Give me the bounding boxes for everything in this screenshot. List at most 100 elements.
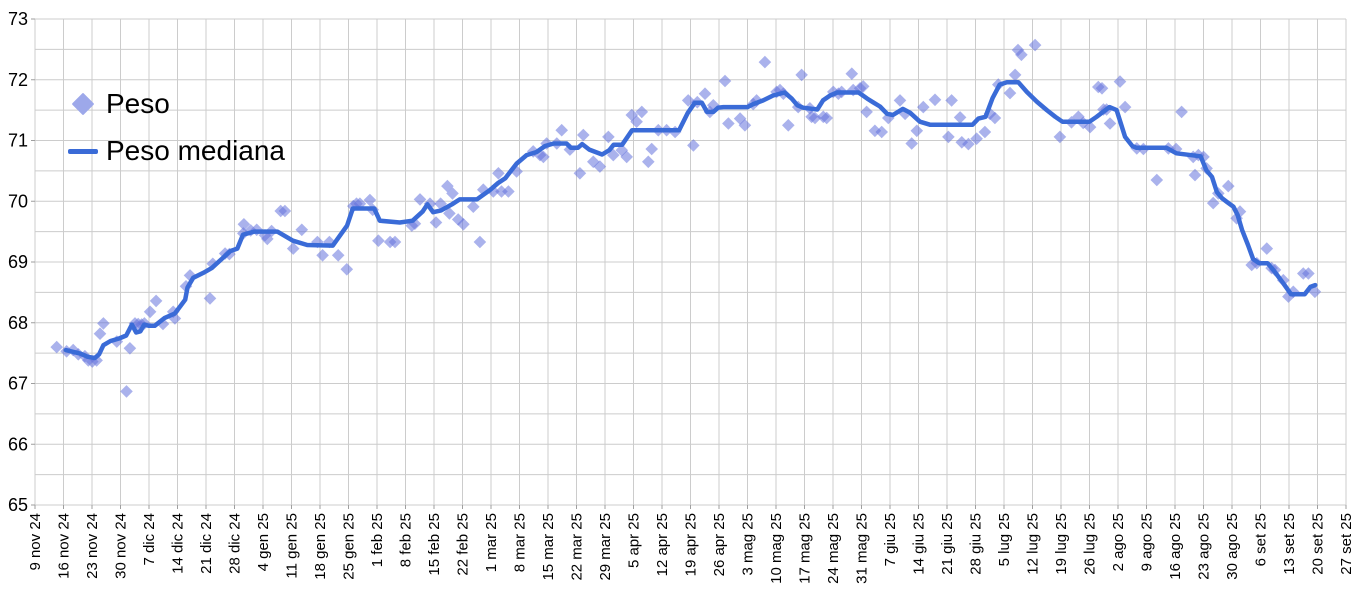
scatter-point xyxy=(1095,82,1109,95)
scatter-point xyxy=(1003,86,1017,100)
diamond-marker-icon xyxy=(71,92,95,116)
scatter-point xyxy=(1118,100,1132,114)
x-tick-label: 12 lug 25 xyxy=(1025,513,1042,575)
x-tick-label: 23 nov 24 xyxy=(84,513,101,579)
scatter-point xyxy=(602,130,615,144)
scatter-point xyxy=(495,185,508,198)
scatter-point xyxy=(978,125,992,139)
scatter-point xyxy=(502,185,515,198)
scatter-point xyxy=(962,137,975,151)
x-tick-label: 3 mag 25 xyxy=(740,513,757,576)
x-tick-label: 4 gen 25 xyxy=(255,513,272,571)
scatter-point xyxy=(773,83,787,97)
scatter-point xyxy=(573,167,587,180)
x-tick-label: 24 mag 25 xyxy=(825,513,842,584)
scatter-point xyxy=(149,294,163,308)
scatter-point xyxy=(295,223,309,237)
scatter-point xyxy=(593,160,607,173)
scatter-point xyxy=(423,197,437,210)
scatter-point xyxy=(577,128,590,142)
x-tick-label: 22 mar 25 xyxy=(569,513,586,581)
x-tick-label: 20 set 25 xyxy=(1310,513,1327,575)
x-tick-label: 2 ago 25 xyxy=(1110,513,1127,571)
scatter-point xyxy=(331,249,345,262)
scatter-point xyxy=(698,87,712,100)
legend-label-peso-mediana: Peso mediana xyxy=(106,135,286,166)
y-tick-label: 73 xyxy=(8,9,28,29)
scatter-point xyxy=(363,193,377,207)
scatter-point xyxy=(860,105,873,119)
x-tick-label: 25 gen 25 xyxy=(341,513,358,580)
scatter-point xyxy=(278,204,292,218)
y-tick-label: 67 xyxy=(8,374,28,394)
scatter-point xyxy=(286,242,300,255)
scatter-point xyxy=(795,68,808,82)
x-tick-label: 31 mag 25 xyxy=(854,513,871,584)
scatter-point xyxy=(467,200,480,213)
scatter-point xyxy=(473,235,487,249)
scatter-point xyxy=(983,107,997,121)
scatter-point xyxy=(492,167,505,180)
x-tick-label: 6 set 25 xyxy=(1253,513,1270,566)
scatter-point xyxy=(758,55,772,69)
scatter-point xyxy=(1103,117,1117,130)
scatter-point xyxy=(687,139,700,152)
scatter-point xyxy=(1008,68,1022,82)
line-marker-icon xyxy=(68,148,98,154)
scatter-point xyxy=(718,74,732,88)
scatter-point xyxy=(620,150,633,164)
legend-item-peso: Peso xyxy=(64,87,285,121)
scatter-point xyxy=(261,232,274,246)
x-tick-label: 12 apr 25 xyxy=(654,513,671,576)
x-tick-label: 15 feb 25 xyxy=(426,513,443,576)
x-tick-label: 21 dic 24 xyxy=(198,513,215,574)
scatter-point xyxy=(1053,130,1067,144)
scatter-point xyxy=(970,132,983,145)
chart-legend: Peso Peso mediana xyxy=(64,87,285,168)
scatter-point xyxy=(820,111,833,125)
scatter-point xyxy=(413,193,427,206)
scatter-point xyxy=(237,218,251,231)
scatter-point xyxy=(446,187,459,200)
x-tick-label: 28 giu 25 xyxy=(968,513,985,575)
x-tick-label: 16 ago 25 xyxy=(1167,513,1184,580)
x-tick-label: 9 nov 24 xyxy=(27,513,44,571)
scatter-point xyxy=(429,216,443,229)
scatter-point xyxy=(1188,168,1202,182)
x-tick-label: 27 set 25 xyxy=(1338,513,1355,575)
x-tick-label: 22 feb 25 xyxy=(455,513,472,576)
scatter-point xyxy=(945,94,958,107)
x-tick-label: 13 set 25 xyxy=(1281,513,1298,575)
y-tick-label: 65 xyxy=(8,495,28,515)
scatter-point xyxy=(457,218,470,231)
scatter-point xyxy=(183,269,197,282)
scatter-point xyxy=(905,137,918,150)
scatter-point xyxy=(856,80,870,93)
x-tick-label: 5 lug 25 xyxy=(996,513,1013,566)
x-tick-label: 17 mag 25 xyxy=(797,513,814,584)
x-tick-label: 29 mar 25 xyxy=(597,513,614,581)
x-tick-label: 18 gen 25 xyxy=(312,513,329,580)
x-tick-label: 16 nov 24 xyxy=(56,513,73,579)
scatter-point xyxy=(1302,267,1315,280)
x-tick-label: 30 nov 24 xyxy=(113,513,130,579)
y-tick-label: 66 xyxy=(8,434,28,454)
y-tick-label: 72 xyxy=(8,70,28,90)
x-tick-label: 1 feb 25 xyxy=(369,513,386,567)
scatter-point xyxy=(97,317,110,330)
scatter-point xyxy=(928,93,942,107)
x-tick-label: 10 mag 25 xyxy=(768,513,785,584)
scatter-point xyxy=(477,183,490,196)
scatter-point xyxy=(845,67,859,80)
scatter-point xyxy=(340,263,354,276)
scatter-point xyxy=(988,111,1002,125)
scatter-point xyxy=(917,100,930,114)
scatter-point xyxy=(408,217,422,230)
scatter-point xyxy=(50,340,63,354)
scatter-point xyxy=(441,179,454,193)
y-tick-label: 71 xyxy=(8,131,28,151)
scatter-point xyxy=(738,119,752,132)
legend-label-peso: Peso xyxy=(106,88,170,119)
scatter-point xyxy=(635,105,649,119)
